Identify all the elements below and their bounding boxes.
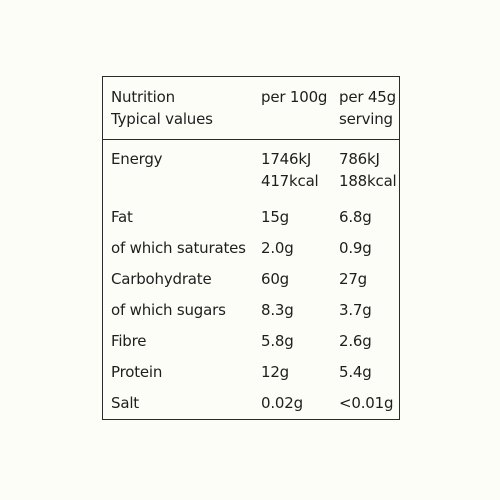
row-label-energy: Energy — [111, 150, 163, 168]
fat-serving: 6.8g — [339, 208, 372, 226]
carbohydrate-per100: 60g — [261, 270, 290, 288]
row-label-salt: Salt — [111, 394, 139, 412]
carbohydrate-serving: 27g — [339, 270, 368, 288]
nutrition-table: Nutrition Typical values per 100g per 45… — [102, 76, 400, 420]
sugars-per100: 8.3g — [261, 301, 294, 319]
header-per-serving: per 45g — [339, 88, 396, 106]
energy-per100-kj: 1746kJ — [261, 150, 312, 168]
fibre-per100: 5.8g — [261, 332, 294, 350]
protein-per100: 12g — [261, 363, 290, 381]
energy-per100-kcal: 417kcal — [261, 172, 319, 190]
saturates-per100: 2.0g — [261, 239, 294, 257]
saturates-serving: 0.9g — [339, 239, 372, 257]
header-title: Nutrition — [111, 88, 175, 106]
sugars-serving: 3.7g — [339, 301, 372, 319]
row-label-fibre: Fibre — [111, 332, 147, 350]
header-subtitle: Typical values — [111, 110, 213, 128]
row-label-fat: Fat — [111, 208, 133, 226]
row-label-sugars: of which sugars — [111, 301, 226, 319]
header-divider — [103, 139, 399, 140]
header-serving-label: serving — [339, 110, 393, 128]
header-per-100g: per 100g — [261, 88, 328, 106]
row-label-carbohydrate: Carbohydrate — [111, 270, 212, 288]
protein-serving: 5.4g — [339, 363, 372, 381]
row-label-protein: Protein — [111, 363, 163, 381]
salt-per100: 0.02g — [261, 394, 303, 412]
salt-serving: <0.01g — [339, 394, 394, 412]
row-label-saturates: of which saturates — [111, 239, 246, 257]
energy-serving-kj: 786kJ — [339, 150, 380, 168]
fat-per100: 15g — [261, 208, 290, 226]
energy-serving-kcal: 188kcal — [339, 172, 397, 190]
fibre-serving: 2.6g — [339, 332, 372, 350]
